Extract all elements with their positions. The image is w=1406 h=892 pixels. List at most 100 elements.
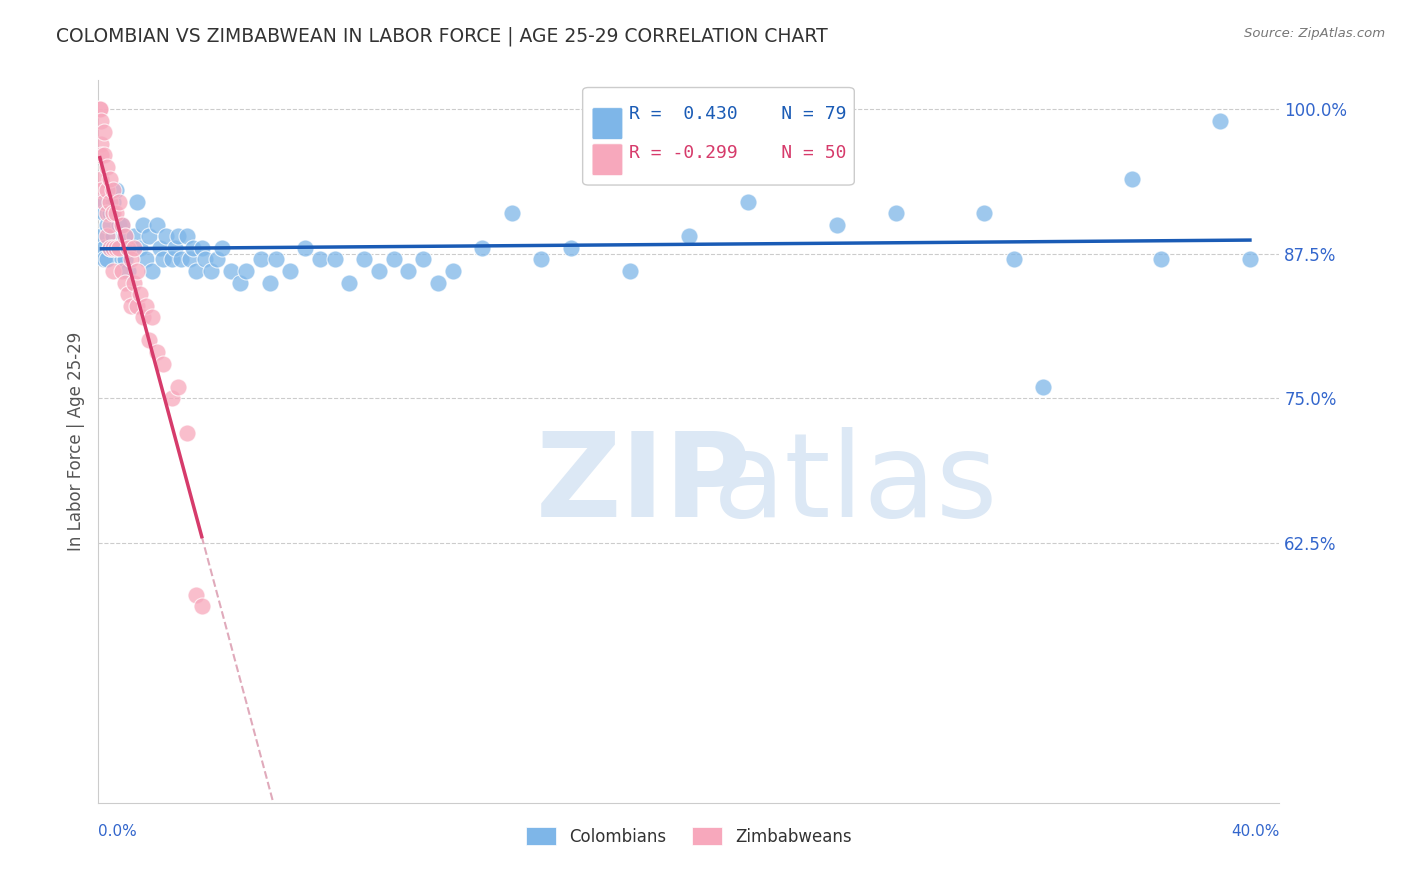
- Point: [155, 229, 177, 244]
- Point: [108, 241, 131, 255]
- Point: [105, 241, 128, 255]
- Point: [412, 252, 434, 267]
- Point: [98, 206, 121, 220]
- Point: [114, 229, 136, 244]
- Point: [162, 252, 183, 267]
- Point: [427, 276, 450, 290]
- Point: [141, 264, 163, 278]
- FancyBboxPatch shape: [592, 144, 623, 176]
- Point: [264, 252, 287, 267]
- Text: R = -0.299    N = 50: R = -0.299 N = 50: [628, 144, 846, 161]
- Point: [111, 264, 134, 278]
- Point: [309, 252, 332, 267]
- Point: [162, 391, 183, 405]
- Point: [235, 264, 257, 278]
- Point: [90, 113, 112, 128]
- Point: [128, 287, 150, 301]
- Point: [103, 194, 125, 209]
- FancyBboxPatch shape: [592, 108, 623, 139]
- Point: [221, 264, 243, 278]
- Point: [105, 183, 128, 197]
- Point: [96, 160, 118, 174]
- Point: [167, 379, 190, 393]
- Text: 0.0%: 0.0%: [98, 823, 138, 838]
- Point: [1032, 379, 1054, 393]
- Point: [105, 206, 128, 220]
- Point: [96, 183, 118, 197]
- Point: [179, 252, 201, 267]
- Point: [90, 148, 112, 162]
- Text: R =  0.430    N = 79: R = 0.430 N = 79: [628, 105, 846, 123]
- Point: [398, 264, 420, 278]
- Point: [98, 241, 121, 255]
- Point: [181, 241, 204, 255]
- Point: [120, 299, 142, 313]
- Point: [132, 310, 155, 325]
- Point: [103, 206, 125, 220]
- Point: [250, 252, 273, 267]
- Point: [259, 276, 281, 290]
- Point: [105, 241, 128, 255]
- Point: [619, 264, 641, 278]
- Point: [98, 241, 121, 255]
- Point: [117, 241, 139, 255]
- Point: [501, 206, 523, 220]
- Point: [90, 183, 112, 197]
- Point: [98, 218, 121, 232]
- Point: [1002, 252, 1025, 267]
- Point: [471, 241, 494, 255]
- Point: [93, 148, 115, 162]
- Point: [176, 229, 198, 244]
- Point: [96, 252, 118, 267]
- Point: [194, 252, 217, 267]
- Point: [560, 241, 582, 255]
- Text: COLOMBIAN VS ZIMBABWEAN IN LABOR FORCE | AGE 25-29 CORRELATION CHART: COLOMBIAN VS ZIMBABWEAN IN LABOR FORCE |…: [56, 27, 828, 46]
- Point: [90, 229, 112, 244]
- Point: [98, 194, 121, 209]
- Point: [135, 252, 157, 267]
- FancyBboxPatch shape: [582, 87, 855, 185]
- Point: [103, 183, 125, 197]
- Point: [93, 194, 115, 209]
- Text: Source: ZipAtlas.com: Source: ZipAtlas.com: [1244, 27, 1385, 40]
- FancyBboxPatch shape: [592, 108, 623, 139]
- Point: [191, 241, 214, 255]
- Point: [108, 218, 131, 232]
- Text: 40.0%: 40.0%: [1232, 823, 1279, 838]
- Point: [96, 229, 118, 244]
- Point: [98, 171, 121, 186]
- Point: [211, 241, 233, 255]
- Point: [111, 218, 134, 232]
- Point: [184, 588, 207, 602]
- Point: [353, 252, 375, 267]
- Point: [382, 252, 405, 267]
- Point: [294, 241, 316, 255]
- Y-axis label: In Labor Force | Age 25-29: In Labor Force | Age 25-29: [66, 332, 84, 551]
- Point: [884, 206, 907, 220]
- Point: [170, 252, 193, 267]
- Point: [205, 252, 228, 267]
- Point: [125, 194, 148, 209]
- Point: [141, 310, 163, 325]
- Point: [93, 206, 115, 220]
- Point: [111, 252, 134, 267]
- Point: [1121, 171, 1143, 186]
- Point: [132, 218, 155, 232]
- Point: [339, 276, 361, 290]
- Point: [149, 241, 172, 255]
- Point: [125, 264, 148, 278]
- Point: [93, 252, 115, 267]
- Point: [96, 218, 118, 232]
- Point: [441, 264, 464, 278]
- Point: [103, 241, 125, 255]
- Point: [96, 206, 118, 220]
- Point: [146, 345, 169, 359]
- Point: [530, 252, 553, 267]
- Point: [368, 264, 391, 278]
- Point: [90, 171, 112, 186]
- Point: [114, 276, 136, 290]
- Legend: Colombians, Zimbabweans: Colombians, Zimbabweans: [520, 821, 858, 852]
- Point: [90, 194, 112, 209]
- Point: [146, 218, 169, 232]
- Point: [167, 229, 190, 244]
